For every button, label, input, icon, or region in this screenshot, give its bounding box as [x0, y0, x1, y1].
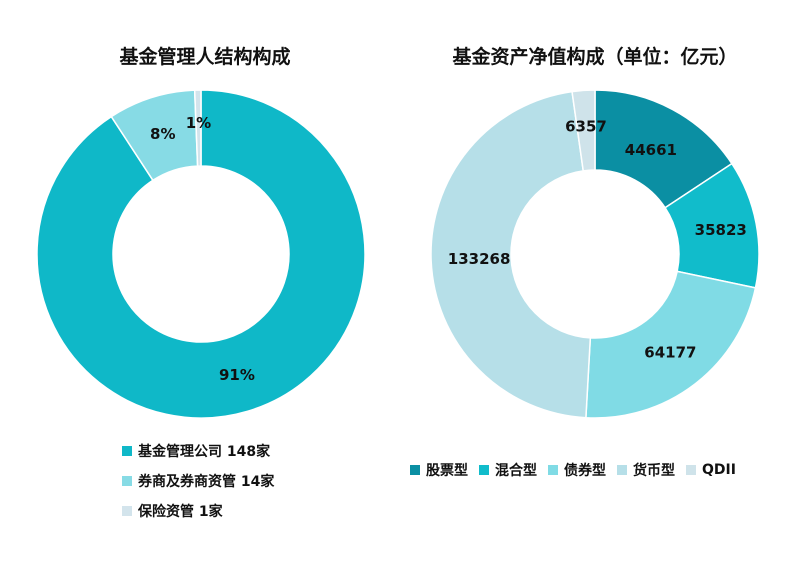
legend-item-bond: 债券型 [548, 460, 606, 480]
legend-swatch [686, 465, 696, 475]
legend-label: 债券型 [564, 463, 606, 479]
asset-data-label-0: 44661 [625, 141, 677, 159]
right-legend: 股票型 混合型 债券型 货币型 QDII [410, 460, 747, 480]
legend-item-securities: 券商及券商资管 14家 [122, 466, 274, 496]
legend-label: QDII [702, 462, 736, 478]
asset-slice-2 [585, 270, 757, 419]
legend-label: 股票型 [426, 463, 468, 479]
asset-data-label-2: 64177 [644, 343, 696, 361]
asset-data-label-1: 35823 [695, 221, 747, 239]
legend-label: 混合型 [495, 463, 537, 479]
legend-label: 保险资管 1家 [138, 504, 223, 520]
legend-item-qdii: QDII [686, 462, 736, 478]
legend-label: 基金管理公司 148家 [138, 444, 271, 460]
manager-slice-2 [193, 89, 202, 167]
right-chart-title: 基金资产净值构成（单位：亿元） [452, 46, 738, 68]
legend-item-fund-company: 基金管理公司 148家 [122, 436, 274, 466]
asset-data-label-4: 6357 [565, 117, 607, 135]
asset-slice-0 [594, 89, 733, 209]
legend-item-stock: 股票型 [410, 460, 468, 480]
legend-swatch [122, 506, 132, 516]
legend-item-mixed: 混合型 [479, 460, 537, 480]
asset-slice-3 [430, 90, 592, 419]
manager-data-label-1: 8% [150, 125, 175, 143]
manager-slice-0 [36, 89, 366, 419]
legend-swatch [548, 465, 558, 475]
manager-data-label-0: 91% [219, 366, 255, 384]
asset-slice-4 [571, 89, 596, 172]
legend-label: 货币型 [633, 463, 675, 479]
legend-item-money: 货币型 [617, 460, 675, 480]
left-legend: 基金管理公司 148家 券商及券商资管 14家 保险资管 1家 [122, 436, 274, 526]
manager-data-label-2: 1% [186, 114, 211, 132]
left-chart-title: 基金管理人结构构成 [119, 46, 291, 68]
legend-swatch [479, 465, 489, 475]
legend-swatch [410, 465, 420, 475]
legend-item-insurance: 保险资管 1家 [122, 496, 274, 526]
legend-swatch [617, 465, 627, 475]
asset-data-label-3: 133268 [448, 250, 511, 268]
legend-swatch [122, 446, 132, 456]
legend-label: 券商及券商资管 14家 [138, 474, 275, 490]
legend-swatch [122, 476, 132, 486]
